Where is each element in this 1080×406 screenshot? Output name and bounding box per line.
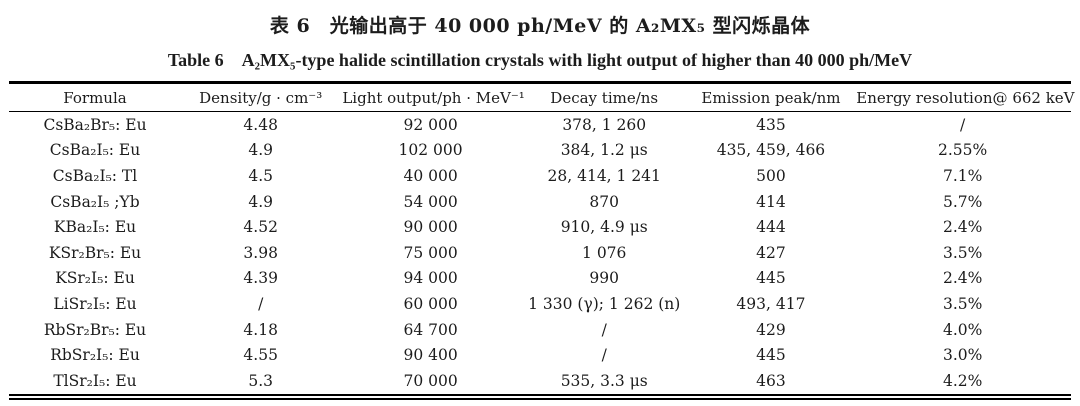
table-header-row: Formula Density/g · cm⁻³ Light output/ph…	[9, 83, 1075, 112]
column-header-light-output: Light output/ph · MeV⁻¹	[342, 89, 525, 107]
table-cell: RbSr₂Br₅: Eu	[43, 320, 147, 339]
table-cell: 94 000	[403, 269, 458, 288]
table-cell: CsBa₂I₅ ;Yb	[50, 192, 140, 211]
table-cell: TlSr₂I₅: Eu	[53, 371, 137, 390]
table-cell: 4.18	[243, 320, 278, 339]
table-cell: 429	[756, 320, 786, 339]
table-cell: 384, 1.2 μs	[560, 141, 648, 160]
table-cell: /	[258, 294, 264, 313]
table-cell: 445	[756, 269, 786, 288]
table-row: CsBa₂Br₅: Eu 4.48 92 000 378, 1 260 435 /	[9, 112, 1071, 138]
table-cell: 445	[756, 346, 786, 365]
table-cell: 90 400	[403, 346, 458, 365]
table-row: CsBa₂I₅: Eu 4.9 102 000 384, 1.2 μs 435, 459…	[9, 138, 1071, 164]
table-cell: 90 000	[403, 218, 458, 237]
table-cell: RbSr₂I₅: Eu	[50, 346, 140, 365]
table-cell: 28, 414, 1 241	[547, 166, 661, 185]
table-cell: 910, 4.9 μs	[560, 218, 648, 237]
table-cell: 378, 1 260	[562, 115, 647, 134]
table-cell: 54 000	[403, 192, 458, 211]
table-cell: 5.3	[248, 371, 273, 390]
table-cell: 75 000	[403, 243, 458, 262]
table-title-english: Table 6 A₂MX₅-type halide scintillation …	[167, 50, 913, 70]
table-cell: 3.98	[243, 243, 278, 262]
table-row: RbSr₂I₅: Eu 4.55 90 400 / 445 3.0%	[9, 342, 1071, 368]
table-cell: 3.5%	[942, 294, 983, 313]
table-cell: 4.5	[248, 166, 273, 185]
table-cell: 2.55%	[938, 141, 988, 160]
table-cell: 435, 459, 466	[716, 141, 826, 160]
table-cell: /	[960, 115, 966, 134]
table-cell: 535, 3.3 μs	[560, 371, 648, 390]
column-header-formula: Formula	[63, 89, 127, 107]
table-row: CsBa₂I₅: Tl 4.5 40 000 28, 414, 1 241 500 7.1…	[9, 163, 1071, 189]
table-cell: 444	[756, 218, 786, 237]
table-cell: 463	[756, 371, 786, 390]
table-cell: 435	[756, 115, 786, 134]
table-cell: 102 000	[398, 141, 463, 160]
table-cell: 4.39	[243, 269, 278, 288]
table-cell: 990	[589, 269, 620, 288]
column-header-density: Density/g · cm⁻³	[199, 89, 323, 107]
table-cell: 4.2%	[942, 371, 983, 390]
table-cell: 40 000	[403, 166, 458, 185]
table-cell: 870	[589, 192, 620, 211]
table-row: RbSr₂Br₅: Eu 4.18 64 700 / 429 4.0%	[9, 317, 1071, 343]
scintillation-crystals-table: Formula Density/g · cm⁻³ Light output/ph…	[9, 81, 1075, 400]
table-cell: 64 700	[403, 320, 458, 339]
table-cell: LiSr₂I₅: Eu	[53, 294, 137, 313]
table-cell: 4.9	[248, 192, 273, 211]
table-row: TlSr₂I₅: Eu 5.3 70 000 535, 3.3 μs 463 4.2%	[9, 368, 1071, 397]
table-cell: 3.0%	[942, 346, 983, 365]
table-cell: /	[601, 346, 607, 365]
table-cell: CsBa₂Br₅: Eu	[43, 115, 147, 134]
table-cell: 1 076	[582, 243, 627, 262]
table-cell: 4.48	[243, 115, 278, 134]
table-cell: 2.4%	[942, 218, 983, 237]
table-header: Formula Density/g · cm⁻³ Light output/ph…	[9, 83, 1075, 112]
table-cell: 2.4%	[942, 269, 983, 288]
table-cell: 70 000	[403, 371, 458, 390]
table-cell: 4.0%	[942, 320, 983, 339]
table-cell: 4.55	[243, 346, 278, 365]
table-cell: 7.1%	[942, 166, 983, 185]
table-row: KBa₂I₅: Eu 4.52 90 000 910, 4.9 μs 444 2.4%	[9, 214, 1071, 240]
table-cell: 427	[756, 243, 786, 262]
table-cell: 60 000	[403, 294, 458, 313]
table-cell: 4.52	[243, 218, 278, 237]
table-cell: KSr₂Br₅: Eu	[48, 243, 142, 262]
table-row: CsBa₂I₅ ;Yb 4.9 54 000 870 414 5.7%	[9, 189, 1071, 215]
table-cell: /	[601, 320, 607, 339]
table-cell: 414	[756, 192, 786, 211]
table-cell: CsBa₂I₅: Tl	[52, 166, 138, 185]
table-cell: 4.9	[248, 141, 273, 160]
table-cell: 493, 417	[736, 294, 806, 313]
table-body: CsBa₂Br₅: Eu 4.48 92 000 378, 1 260 435/CsBa…	[9, 112, 1071, 397]
table-cell: 3.5%	[942, 243, 983, 262]
table-cell: KBa₂I₅: Eu	[53, 218, 137, 237]
table-cell: 5.7%	[942, 192, 983, 211]
table-cell: KSr₂I₅: Eu	[55, 269, 135, 288]
column-header-energy-resolution: Energy resolution@ 662 keV	[856, 89, 1075, 107]
table-cell: CsBa₂I₅: Eu	[49, 141, 141, 160]
table-cell: 92 000	[403, 115, 458, 134]
column-header-decay-time: Decay time/ns	[550, 89, 659, 107]
table-row: KSr₂Br₅: Eu 3.98 75 000 1 076 427 3.5%	[9, 240, 1071, 266]
column-header-emission-peak: Emission peak/nm	[701, 89, 841, 107]
table-cell: 500	[756, 166, 786, 185]
table-title-chinese: 表 6 光输出高于 40 000 ph/MeV 的 A₂MX₅ 型闪烁晶体	[269, 15, 811, 37]
table-row: LiSr₂I₅: Eu / 60 000 1 330 (γ); 1 262 (n) 49…	[9, 291, 1071, 317]
table-row: KSr₂I₅: Eu 4.39 94 000 990 445 2.4%	[9, 266, 1071, 292]
table-cell: 1 330 (γ); 1 262 (n)	[528, 294, 681, 313]
